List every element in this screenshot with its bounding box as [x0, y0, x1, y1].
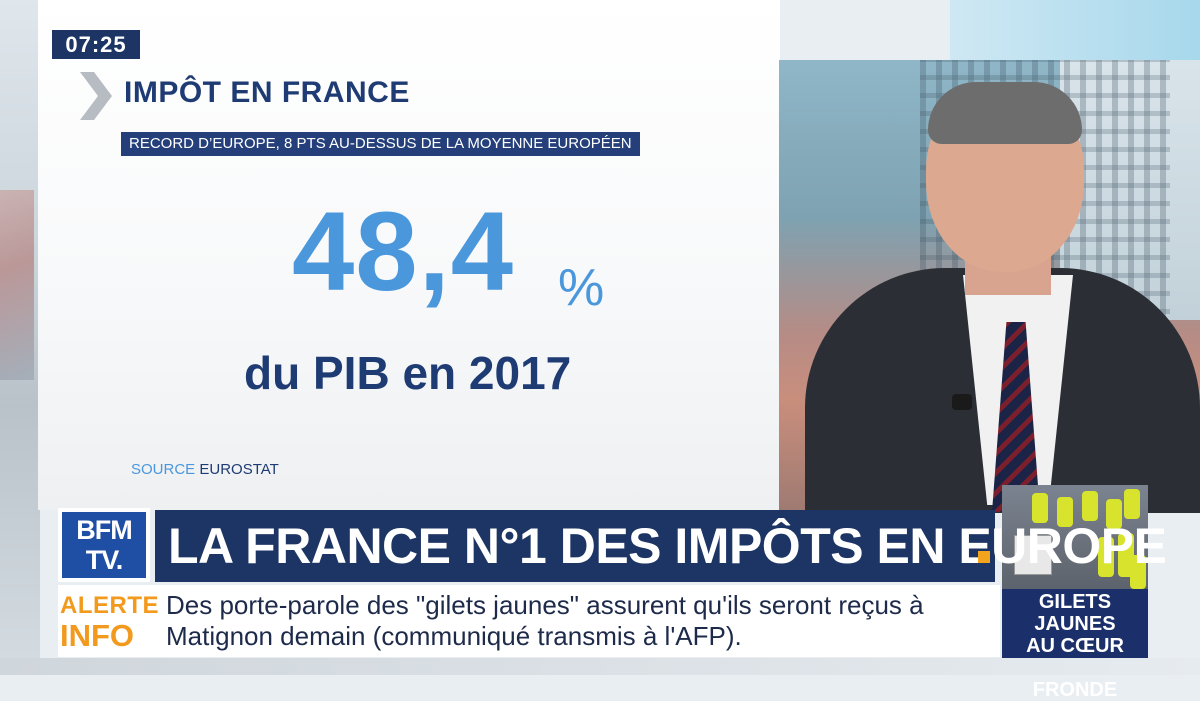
source-credit: SOURCE EUROSTAT [131, 461, 279, 478]
key-figure-unit: % [558, 259, 605, 317]
studio-background-art [0, 190, 34, 380]
protester-vest [1057, 497, 1073, 527]
protester-vest [1032, 493, 1048, 523]
protester-vest [1106, 499, 1122, 529]
protester-vest [1124, 489, 1140, 519]
alert-label-line2: INFO [60, 618, 135, 653]
key-figure-caption: du PIB en 2017 [244, 347, 572, 399]
bfmtv-logo-mark: BFM TV. [62, 512, 146, 578]
logo-line2: TV. [85, 545, 124, 575]
protest-sign [1014, 535, 1052, 575]
alert-label-line1: ALERTE [60, 592, 159, 619]
protester-vest [1130, 555, 1146, 589]
thumbnail-caption-line2: AU CŒUR [1026, 635, 1124, 657]
chevron-right-icon [80, 72, 112, 120]
source-name: EUROSTAT [199, 461, 279, 478]
alert-text: Des porte-parole des "gilets jaunes" ass… [166, 590, 996, 652]
alert-label: ALERTE INFO [60, 592, 159, 653]
protester-vest [1098, 537, 1114, 577]
alert-text-line2: Matignon demain (communiqué transmis à l… [166, 621, 742, 651]
source-label: SOURCE [131, 461, 196, 478]
lapel-microphone [952, 394, 972, 410]
headline-accent-square [978, 551, 990, 563]
protester-vest [1082, 491, 1098, 521]
studio-background-top-right [950, 0, 1200, 62]
gilets-jaunes-thumbnail [1002, 485, 1148, 589]
headline-text: LA FRANCE N°1 DES IMPÔTS EN EUROPE [168, 518, 1167, 574]
presenter-hair [928, 82, 1082, 144]
infographic-title: IMPÔT EN FRANCE [124, 76, 410, 109]
key-figure-value: 48,4 [292, 189, 514, 314]
infographic-panel [38, 0, 780, 510]
thumbnail-caption: GILETS JAUNES AU CŒUR DE LA FRONDE [1002, 589, 1148, 701]
logo-line1: BFM [76, 515, 132, 545]
bfmtv-logo: BFM TV. [58, 508, 150, 582]
headline-bar [155, 510, 995, 582]
infographic-subtitle: RECORD D’EUROPE, 8 PTS AU-DESSUS DE LA M… [121, 132, 640, 156]
alert-text-line1: Des porte-parole des "gilets jaunes" ass… [166, 590, 924, 620]
clock: 07:25 [52, 30, 140, 59]
thumbnail-caption-line1: GILETS JAUNES [1034, 591, 1116, 635]
alert-ticker [58, 585, 1000, 657]
bottom-strip [0, 658, 1200, 675]
